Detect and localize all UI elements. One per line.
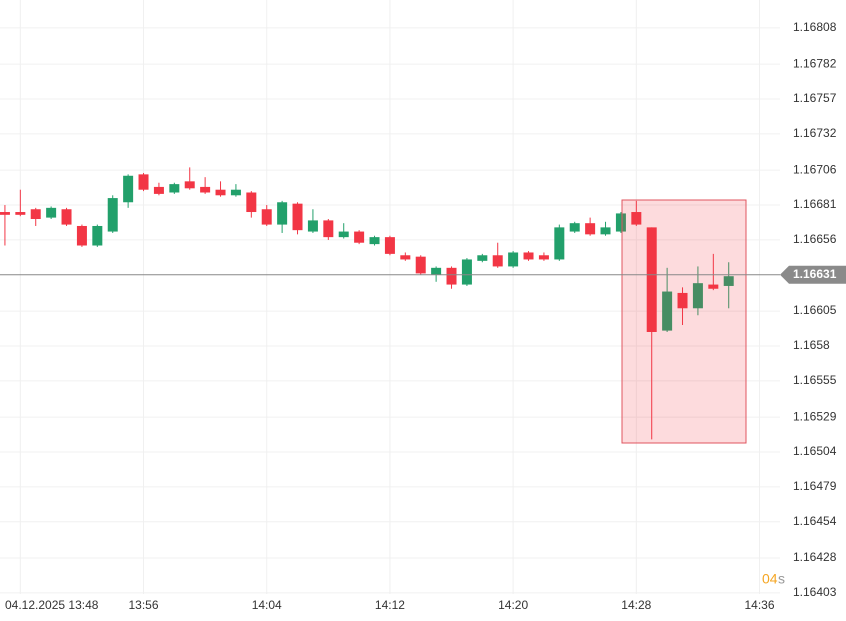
candle-body — [200, 186, 211, 193]
y-tick-label: 1.16504 — [793, 444, 837, 458]
y-tick-label: 1.16555 — [793, 373, 837, 387]
candle-body — [523, 252, 534, 260]
candle-body — [230, 189, 241, 196]
candle-body — [692, 283, 703, 309]
countdown-unit: s — [778, 571, 785, 587]
last-price-tag — [780, 265, 846, 284]
y-tick-label: 1.1658 — [793, 338, 830, 352]
candle-body — [338, 231, 349, 238]
candle-body — [492, 255, 503, 267]
candles — [0, 167, 734, 440]
x-tick-label: 14:20 — [498, 598, 528, 612]
candle-body — [538, 255, 549, 260]
candle-body — [123, 175, 134, 203]
x-tick-label: 04.12.2025 13:48 — [5, 598, 99, 612]
candle-body — [107, 198, 118, 232]
x-tick-label: 14:04 — [252, 598, 282, 612]
candle-body — [153, 186, 164, 194]
last-price-label: 1.16631 — [793, 267, 837, 281]
x-tick-label: 14:12 — [375, 598, 405, 612]
y-tick-label: 1.16403 — [793, 585, 837, 599]
candle-body — [461, 259, 472, 285]
candle-body — [46, 207, 57, 218]
y-tick-label: 1.16732 — [793, 126, 837, 140]
candle-body — [600, 227, 611, 235]
candle-body — [508, 252, 519, 267]
candle-body — [307, 220, 318, 232]
candle-body — [0, 212, 10, 215]
candle-body — [354, 231, 365, 243]
candle-body — [215, 189, 226, 196]
candle-body — [415, 256, 426, 274]
candle-body — [631, 212, 642, 225]
candle-body — [292, 203, 303, 231]
candle-body — [184, 181, 195, 189]
candle-body — [477, 255, 488, 261]
candle-body — [585, 223, 596, 235]
y-tick-label: 1.16757 — [793, 91, 837, 105]
candle-body — [569, 223, 580, 232]
candle-body — [369, 237, 380, 245]
y-tick-label: 1.16479 — [793, 479, 837, 493]
candle-body — [554, 227, 565, 260]
candle-body — [323, 220, 334, 238]
candle-body — [723, 276, 734, 286]
y-tick-label: 1.16454 — [793, 514, 837, 528]
candle-body — [277, 202, 288, 225]
candle-body — [646, 227, 657, 332]
countdown-number: 04 — [762, 571, 778, 587]
y-tick-label: 1.16808 — [793, 20, 837, 34]
x-tick-label: 13:56 — [129, 598, 159, 612]
y-tick-label: 1.16428 — [793, 550, 837, 564]
candle-body — [138, 174, 149, 190]
candle-body — [169, 184, 180, 193]
y-tick-label: 1.16782 — [793, 56, 837, 70]
candle-body — [708, 284, 719, 289]
candle-body — [662, 291, 673, 331]
candle-body — [61, 209, 72, 225]
candle-body — [261, 209, 272, 225]
candle-body — [92, 225, 103, 246]
candle-body — [15, 212, 26, 215]
y-tick-label: 1.16605 — [793, 303, 837, 317]
y-tick-label: 1.16706 — [793, 162, 837, 176]
highlight-box — [621, 199, 747, 444]
candle-body — [400, 255, 411, 260]
grid — [0, 0, 780, 594]
x-tick-label: 14:36 — [745, 598, 775, 612]
candle-body — [384, 237, 395, 254]
candle-body — [76, 225, 87, 246]
axes: 1.16808 1.16782 1.16757 1.16732 1.16706 1.166… — [0, 20, 846, 612]
candle-body — [615, 213, 626, 232]
y-tick-label: 1.16529 — [793, 409, 837, 423]
candle-body — [431, 267, 442, 275]
x-tick-label: 14:28 — [621, 598, 651, 612]
candle-body — [677, 292, 688, 309]
candle-body — [30, 209, 41, 220]
y-tick-label: 1.16656 — [793, 232, 837, 246]
candle-body — [446, 267, 457, 285]
candle-body — [246, 192, 257, 213]
y-tick-label: 1.16681 — [793, 197, 837, 211]
